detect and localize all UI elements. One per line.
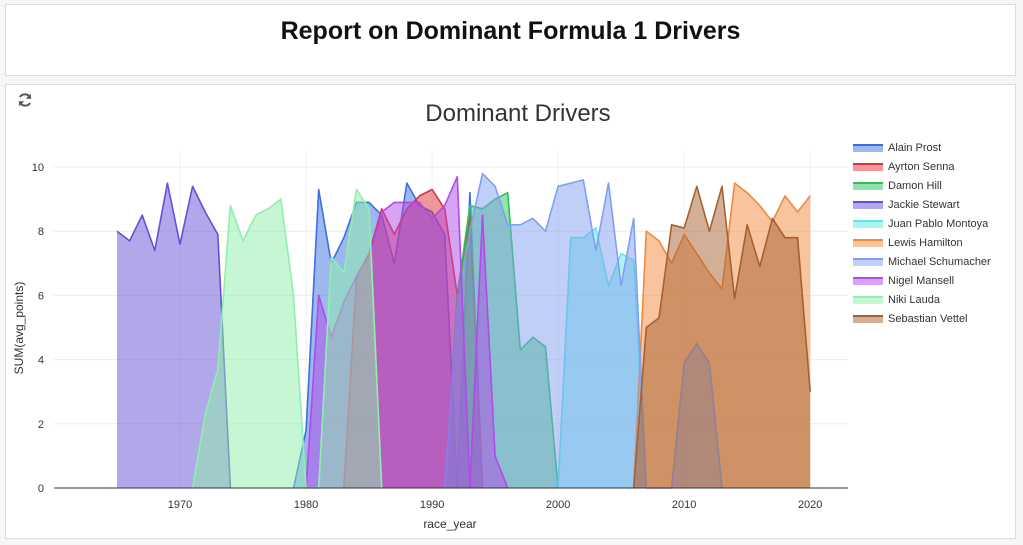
- area-fill: [192, 189, 382, 488]
- legend-swatch: [853, 164, 883, 171]
- legend-label: Jackie Stewart: [888, 199, 960, 211]
- x-tick-label: 1990: [420, 499, 444, 511]
- y-tick-label: 4: [38, 355, 44, 367]
- legend-label: Niki Lauda: [888, 294, 941, 306]
- legend-label: Alain Prost: [888, 142, 941, 154]
- x-tick-label: 2020: [798, 499, 822, 511]
- y-axis-label: SUM(avg_points): [12, 282, 26, 375]
- legend-swatch: [853, 297, 883, 304]
- chart-title: Dominant Drivers: [425, 100, 610, 127]
- area-line: [116, 182, 232, 489]
- legend-item[interactable]: Nigel Mansell: [853, 275, 954, 287]
- legend-label: Sebastian Vettel: [888, 313, 968, 325]
- refresh-icon[interactable]: [17, 92, 33, 108]
- x-tick-label: 2010: [672, 499, 696, 511]
- legend-swatch: [853, 221, 883, 228]
- legend-item[interactable]: Sebastian Vettel: [853, 313, 968, 325]
- legend-label: Juan Pablo Montoya: [888, 218, 989, 230]
- y-tick-label: 2: [38, 419, 44, 431]
- legend: Alain Prost Ayrton Senna Damon Hill Jackie …: [853, 142, 991, 325]
- legend-swatch: [853, 278, 883, 285]
- legend-label: Ayrton Senna: [888, 161, 955, 173]
- legend-swatch: [853, 145, 883, 152]
- x-tick-label: 1980: [294, 499, 318, 511]
- legend-label: Lewis Hamilton: [888, 237, 963, 249]
- y-tick-label: 10: [32, 162, 44, 174]
- legend-item[interactable]: Juan Pablo Montoya: [853, 218, 989, 230]
- area-fill: [444, 173, 722, 488]
- y-tick-label: 0: [38, 483, 44, 495]
- area-line: [191, 188, 383, 489]
- legend-label: Damon Hill: [888, 180, 942, 192]
- area-chart: Dominant Drivers race_year SUM(avg_point…: [12, 100, 991, 531]
- series-8: [191, 188, 383, 489]
- x-axis-label: race_year: [423, 517, 476, 531]
- legend-item[interactable]: Lewis Hamilton: [853, 237, 963, 249]
- legend-item[interactable]: Damon Hill: [853, 180, 942, 192]
- legend-swatch: [853, 259, 883, 266]
- y-tick-label: 6: [38, 290, 44, 302]
- series-9: [632, 185, 811, 489]
- legend-item[interactable]: Michael Schumacher: [853, 256, 991, 268]
- x-tick-label: 1970: [168, 499, 192, 511]
- legend-item[interactable]: Niki Lauda: [853, 294, 941, 306]
- area-line: [632, 185, 811, 489]
- legend-swatch: [853, 183, 883, 190]
- series-areas: [116, 172, 811, 489]
- legend-item[interactable]: Ayrton Senna: [853, 161, 955, 173]
- chart-panel: Dominant Drivers race_year SUM(avg_point…: [5, 84, 1016, 539]
- axes: 0 2 4 6 8 10 1970 1980 1990 2000 2010 2020: [32, 162, 848, 511]
- legend-swatch: [853, 316, 883, 323]
- series-3: [116, 182, 232, 489]
- y-tick-label: 8: [38, 226, 44, 238]
- x-tick-label: 2000: [546, 499, 570, 511]
- area-fill: [633, 186, 811, 489]
- legend-swatch: [853, 240, 883, 247]
- area-fill: [117, 183, 231, 488]
- report-title: Report on Dominant Formula 1 Drivers: [280, 17, 741, 45]
- legend-swatch: [853, 202, 883, 209]
- legend-label: Nigel Mansell: [888, 275, 954, 287]
- legend-label: Michael Schumacher: [888, 256, 991, 268]
- report-header: Report on Dominant Formula 1 Drivers: [5, 4, 1016, 76]
- legend-item[interactable]: Alain Prost: [853, 142, 941, 154]
- legend-item[interactable]: Jackie Stewart: [853, 199, 960, 211]
